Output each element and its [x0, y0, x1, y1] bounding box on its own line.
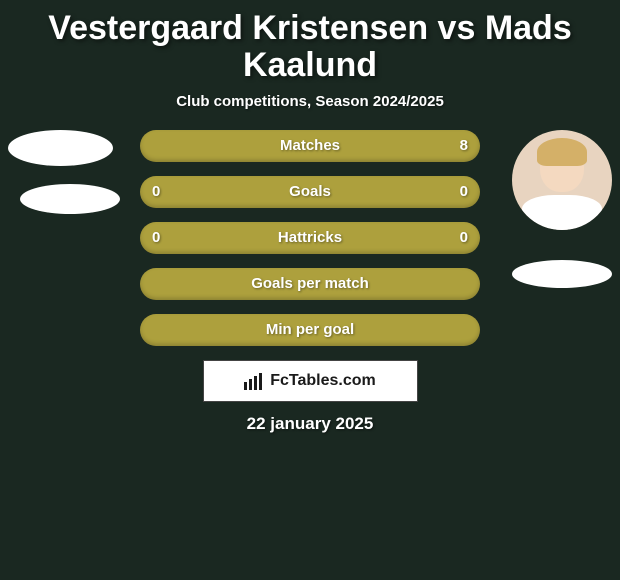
player-right-avatar [512, 130, 612, 230]
player-right-body-shape [522, 195, 602, 230]
stat-label: Goals per match [251, 275, 369, 292]
player-left-avatar-placeholder [8, 130, 113, 166]
stat-label: Hattricks [278, 229, 342, 246]
watermark-badge: FcTables.com [203, 360, 418, 402]
stat-left-value: 0 [152, 229, 160, 246]
stat-label: Matches [280, 137, 340, 154]
stat-bars: Matches 8 0 Goals 0 0 Hattricks 0 Goals … [140, 130, 480, 346]
player-right-secondary-placeholder [512, 260, 612, 288]
date-label: 22 january 2025 [0, 414, 620, 434]
stat-right-value: 0 [460, 229, 468, 246]
player-left-column [8, 130, 120, 214]
stat-row-goals: 0 Goals 0 [140, 176, 480, 208]
stat-row-min-per-goal: Min per goal [140, 314, 480, 346]
stat-right-value: 0 [460, 183, 468, 200]
stat-label: Min per goal [266, 321, 354, 338]
player-left-secondary-placeholder [20, 184, 120, 214]
comparison-card: Vestergaard Kristensen vs Mads Kaalund C… [0, 0, 620, 439]
player-right-column [512, 130, 612, 288]
page-title: Vestergaard Kristensen vs Mads Kaalund [0, 5, 620, 93]
bar-chart-icon [244, 372, 264, 390]
stat-right-value: 8 [460, 137, 468, 154]
stat-row-goals-per-match: Goals per match [140, 268, 480, 300]
stats-area: Matches 8 0 Goals 0 0 Hattricks 0 Goals … [0, 130, 620, 434]
stat-label: Goals [289, 183, 331, 200]
subtitle: Club competitions, Season 2024/2025 [0, 93, 620, 110]
stat-left-value: 0 [152, 183, 160, 200]
watermark-text: FcTables.com [270, 372, 376, 390]
stat-row-matches: Matches 8 [140, 130, 480, 162]
stat-row-hattricks: 0 Hattricks 0 [140, 222, 480, 254]
